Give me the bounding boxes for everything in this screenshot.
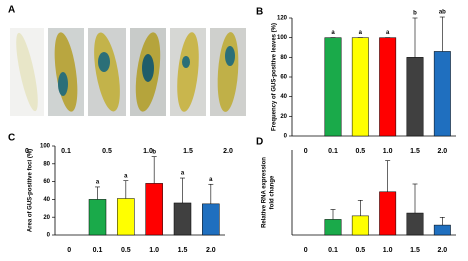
x-tick-label: 2.0 [437,148,447,155]
y-tick-label: 0 [47,233,51,239]
significance-letter: ab [439,10,446,16]
y-tick-label: 100 [40,144,51,150]
leaf [16,32,38,112]
y-tick-label: 20 [280,114,287,120]
x-tick-label: 0.5 [121,247,131,254]
leaf [177,32,199,112]
leaf-label: 0.5 [102,148,112,155]
leaf-label: 1.0 [143,148,153,155]
y-tick-label: 0 [284,134,288,140]
significance-letter: a [386,30,390,36]
x-tick-label: 0.5 [355,247,365,254]
y-tick-label: 80 [43,161,50,167]
x-tick-label: 2.0 [206,247,216,254]
bar [324,219,342,236]
leaf-label: 1.5 [183,148,193,155]
bar [351,37,369,137]
leaf-label: 0 [25,148,29,155]
significance-letter: a [124,173,128,179]
bar [202,203,220,236]
x-tick-label: 0 [67,247,71,254]
x-tick-label: 1.0 [383,247,393,254]
panel-letter: D [256,137,263,148]
y-axis-label: fold change [270,175,276,209]
x-tick-label: 1.5 [410,148,420,155]
bar [406,57,424,137]
leaf-stain [142,54,154,82]
x-tick-label: 1.5 [178,247,188,254]
bar [379,37,397,137]
y-tick-label: 120 [277,16,288,22]
leaf-stain [182,56,190,68]
bar [173,202,192,236]
leaf-stain [98,52,110,72]
x-tick-label: 0 [304,148,308,155]
leaf-stain [58,72,68,96]
significance-letter: a [181,171,185,177]
x-tick-label: 0.1 [93,247,103,254]
y-axis-label: Area of GUS-positive foci (%) [28,149,34,232]
y-tick-label: 40 [43,197,50,203]
significance-letter: a [331,30,335,36]
y-tick-label: 40 [280,94,287,100]
y-axis-label: Relative RNA expression [262,157,268,228]
bar [88,199,107,236]
x-tick-label: 0.1 [328,148,338,155]
y-tick-label: 60 [280,75,287,81]
leaf-label: 0.1 [61,148,71,155]
y-tick-label: 80 [280,55,287,61]
y-tick-label: 20 [43,215,50,221]
significance-letter: a [209,177,213,183]
leaf-stain [225,46,235,66]
significance-letter: a [359,30,363,36]
panel-letter: C [8,133,15,144]
bar [324,37,342,137]
bar [433,51,451,137]
y-tick-label: 60 [43,179,50,185]
leaf-images [10,28,246,116]
significance-letter: b [413,11,417,17]
bar [145,183,163,236]
leaf-label: 2.0 [223,148,233,155]
x-tick-label: 1.0 [149,247,159,254]
bar [117,198,135,236]
panel-letter: A [8,5,15,16]
x-tick-label: 0 [304,247,308,254]
bar [379,191,397,236]
x-tick-label: 1.5 [410,247,420,254]
bar [433,224,451,236]
x-tick-label: 0.1 [328,247,338,254]
x-tick-label: 1.0 [383,148,393,155]
x-tick-label: 2.0 [437,247,447,254]
panel-letter: B [256,7,263,18]
y-axis-label: Frequency of GUS-positive leaves (%) [272,23,278,131]
y-tick-label: 100 [277,35,288,41]
significance-letter: a [96,180,100,186]
leaf [94,32,120,112]
bar [351,215,369,236]
significance-letter: b [152,149,156,155]
x-tick-label: 0.5 [355,148,365,155]
bar [406,212,424,236]
